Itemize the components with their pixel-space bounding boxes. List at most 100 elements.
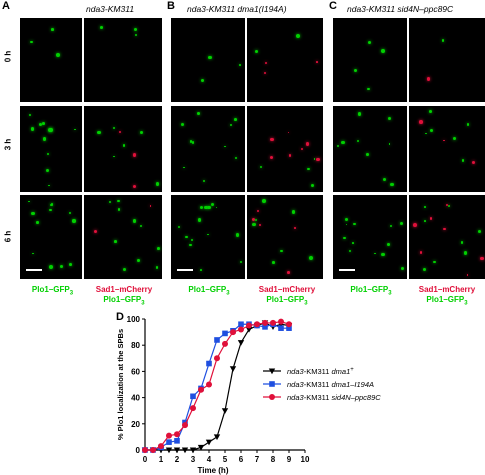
spb-signal (413, 222, 417, 227)
channel-plo1-sub-c: 3 (388, 290, 392, 297)
data-point-series-1 (262, 324, 268, 330)
x-tick-label: 2 (175, 455, 180, 464)
spb-signal (420, 251, 423, 254)
data-point-series-2 (182, 422, 188, 429)
x-tick-label: 5 (223, 455, 228, 464)
channel-label-plo1-c: Plo1–GFP3 (334, 285, 408, 299)
spb-signal (118, 130, 122, 134)
spb-signal (341, 141, 345, 145)
spb-signal (207, 206, 211, 210)
spb-signal (447, 204, 451, 208)
spb-signal (42, 137, 47, 141)
spb-signal (122, 144, 126, 147)
spb-signal (157, 247, 161, 251)
spb-signal (51, 27, 54, 31)
spb-signal (113, 155, 115, 158)
micrograph-c-row1-merge (409, 106, 485, 192)
channel-sad1-text: Sad1–mCherry (95, 285, 153, 294)
scale-bar (26, 269, 42, 271)
y-tick-label: 100 (127, 315, 141, 324)
data-point-series-1 (206, 360, 212, 367)
y-tick-label: 0 (136, 446, 141, 455)
spb-signal (109, 201, 112, 204)
data-point-series-2 (238, 326, 244, 333)
spb-signal (49, 128, 54, 133)
spb-signal (460, 241, 464, 244)
spb-signal (348, 250, 351, 253)
row-label-0h: 0 h (3, 50, 13, 63)
spb-signal (445, 204, 448, 207)
spb-signal (139, 224, 143, 228)
spb-signal (46, 152, 49, 155)
spb-signal (466, 123, 470, 126)
spb-signal (479, 256, 484, 261)
micrograph-b-row2-merge (247, 195, 323, 279)
spb-signal (200, 205, 204, 209)
channel-plo1-text-b: Plo1–GFP (188, 285, 227, 294)
micrograph-a-row2-plo1 (20, 195, 82, 279)
spb-signal (425, 132, 427, 135)
spb-signal (423, 206, 426, 208)
spb-signal (137, 258, 140, 262)
data-point-series-1 (270, 321, 276, 328)
micrograph-b-row0-merge (247, 18, 323, 102)
spb-signal (351, 241, 354, 244)
spb-signal (252, 222, 257, 227)
panel-title-c: nda3-KM311 sid4N–ppc89C (347, 4, 454, 14)
spb-signal (358, 112, 362, 116)
channel-merge-plo1-text-c: Plo1–GFP (426, 295, 465, 304)
spb-signal (180, 122, 184, 126)
data-point-series-1 (246, 321, 252, 328)
spb-signal (441, 39, 445, 42)
data-point-series-0 (221, 408, 229, 414)
spb-signal (286, 270, 290, 274)
spb-signal (367, 87, 370, 91)
x-tick-label: 3 (191, 455, 196, 464)
channel-plo1-sub-b: 3 (226, 290, 230, 297)
data-point-series-1 (158, 444, 164, 451)
spb-signal (388, 143, 391, 145)
data-point-series-1 (142, 447, 148, 453)
spb-signal (204, 205, 208, 210)
spb-signal (433, 260, 436, 264)
spb-signal (117, 199, 120, 203)
channel-merge-plo1-c: Plo1–GFP3 (408, 295, 485, 309)
spb-signal (472, 161, 476, 165)
data-point-series-0 (277, 321, 285, 328)
spb-signal (453, 136, 457, 140)
spb-signal (380, 252, 385, 257)
spb-signal (55, 53, 60, 57)
spb-signal (117, 208, 121, 211)
spb-signal (399, 222, 403, 226)
data-point-series-2 (270, 319, 276, 326)
panel-title-a: nda3-KM311 (86, 4, 135, 14)
spb-signal (210, 202, 214, 207)
data-point-series-1 (286, 325, 292, 331)
spb-signal (28, 113, 32, 117)
micrograph-b-row0-plo1 (171, 18, 245, 102)
spb-signal (291, 209, 296, 214)
channel-plo1-text: Plo1–GFP (31, 285, 70, 294)
data-point-series-0 (269, 324, 277, 331)
spb-signal (132, 153, 137, 157)
micrograph-c-row0-plo1 (333, 18, 407, 102)
channel-merge-plo1-text: Plo1–GFP (103, 295, 142, 304)
channel-plo1-text-c: Plo1–GFP (350, 285, 389, 294)
data-point-series-0 (173, 447, 181, 454)
spb-signal (381, 49, 386, 53)
spb-signal (135, 34, 138, 37)
spb-signal (50, 203, 53, 207)
spb-signal (100, 25, 104, 29)
spb-signal (207, 233, 209, 236)
legend-marker-1 (269, 381, 275, 387)
spb-signal (419, 120, 423, 125)
data-point-series-2 (150, 447, 156, 453)
spb-signal (387, 243, 390, 247)
spb-signal (234, 156, 238, 159)
row-label-3h: 3 h (3, 138, 13, 151)
channel-sad1-text-b: Sad1–mCherry (258, 285, 316, 294)
x-tick-label: 9 (287, 455, 292, 464)
spb-signal (269, 137, 274, 142)
spb-signal (308, 256, 313, 261)
spb-signal (199, 269, 202, 271)
